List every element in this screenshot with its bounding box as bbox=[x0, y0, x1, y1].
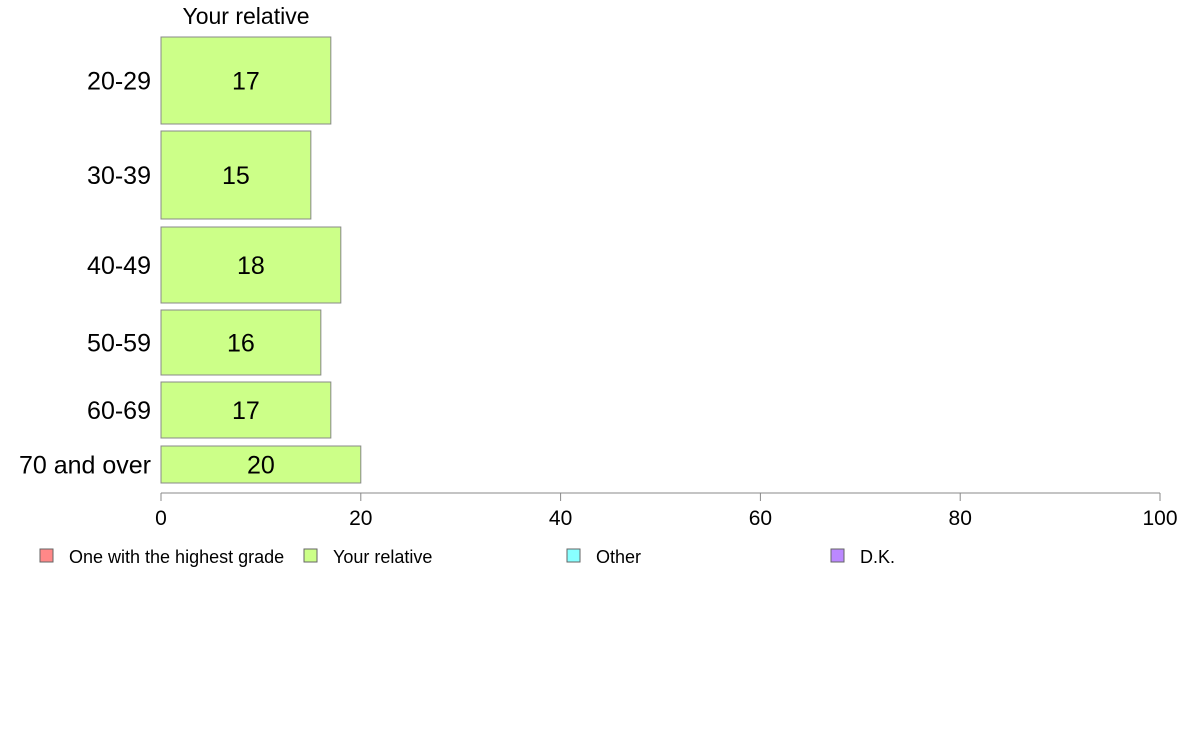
legend-swatch bbox=[39, 548, 54, 563]
legend-swatch bbox=[830, 548, 845, 563]
legend: One with the highest grade Your relative O… bbox=[39, 547, 895, 567]
x-tick-label: 100 bbox=[1142, 507, 1177, 530]
x-tick-label: 20 bbox=[349, 507, 372, 530]
category-label: 20-29 bbox=[87, 68, 151, 96]
x-tick-label: 0 bbox=[155, 507, 167, 530]
chart-title: Your relative bbox=[182, 3, 309, 29]
bar-value-label: 15 bbox=[222, 162, 250, 190]
bar-value-label: 16 bbox=[227, 330, 255, 358]
bar-value-label: 17 bbox=[232, 68, 260, 96]
x-tick-label: 80 bbox=[949, 507, 972, 530]
bar-value-label: 17 bbox=[232, 397, 260, 425]
category-label: 30-39 bbox=[87, 162, 151, 190]
bar-value-label: 18 bbox=[237, 252, 265, 280]
bar-40-49 bbox=[160, 226, 342, 304]
legend-label: Your relative bbox=[333, 547, 432, 567]
bar-70-and-over bbox=[160, 445, 362, 484]
x-tick-label: 60 bbox=[749, 507, 772, 530]
legend-label: D.K. bbox=[860, 547, 895, 567]
legend-swatch bbox=[303, 548, 318, 563]
bar-20-29 bbox=[160, 36, 332, 125]
bar-50-59 bbox=[160, 309, 322, 376]
x-tick-label: 40 bbox=[549, 507, 572, 530]
bar-60-69 bbox=[160, 381, 332, 439]
bars-group: 17 20-29 15 30-39 18 40-49 16 50-59 17 60-69 20 70 … bbox=[19, 36, 362, 484]
bar-30-39 bbox=[160, 130, 312, 220]
x-axis: 0 20 40 60 80 100 bbox=[155, 492, 1178, 530]
category-label: 70 and over bbox=[19, 452, 151, 480]
bar-value-label: 20 bbox=[247, 452, 275, 480]
category-label: 50-59 bbox=[87, 330, 151, 358]
category-label: 40-49 bbox=[87, 252, 151, 280]
legend-swatch bbox=[566, 548, 581, 563]
legend-label: Other bbox=[596, 547, 641, 567]
category-label: 60-69 bbox=[87, 397, 151, 425]
legend-label: One with the highest grade bbox=[69, 547, 284, 567]
